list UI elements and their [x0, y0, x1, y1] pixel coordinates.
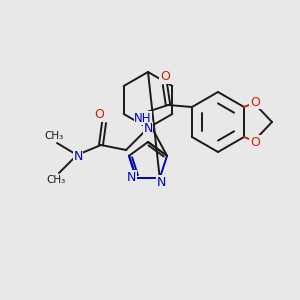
Text: N: N: [157, 176, 167, 189]
Text: NH: NH: [134, 112, 152, 124]
Text: O: O: [250, 95, 260, 109]
Text: O: O: [94, 109, 104, 122]
Text: O: O: [160, 70, 170, 83]
Text: N: N: [127, 171, 136, 184]
Text: O: O: [250, 136, 260, 148]
Text: CH₃: CH₃: [44, 131, 64, 141]
Text: N: N: [143, 122, 153, 136]
Text: CH₃: CH₃: [46, 175, 66, 185]
Text: N: N: [73, 149, 83, 163]
